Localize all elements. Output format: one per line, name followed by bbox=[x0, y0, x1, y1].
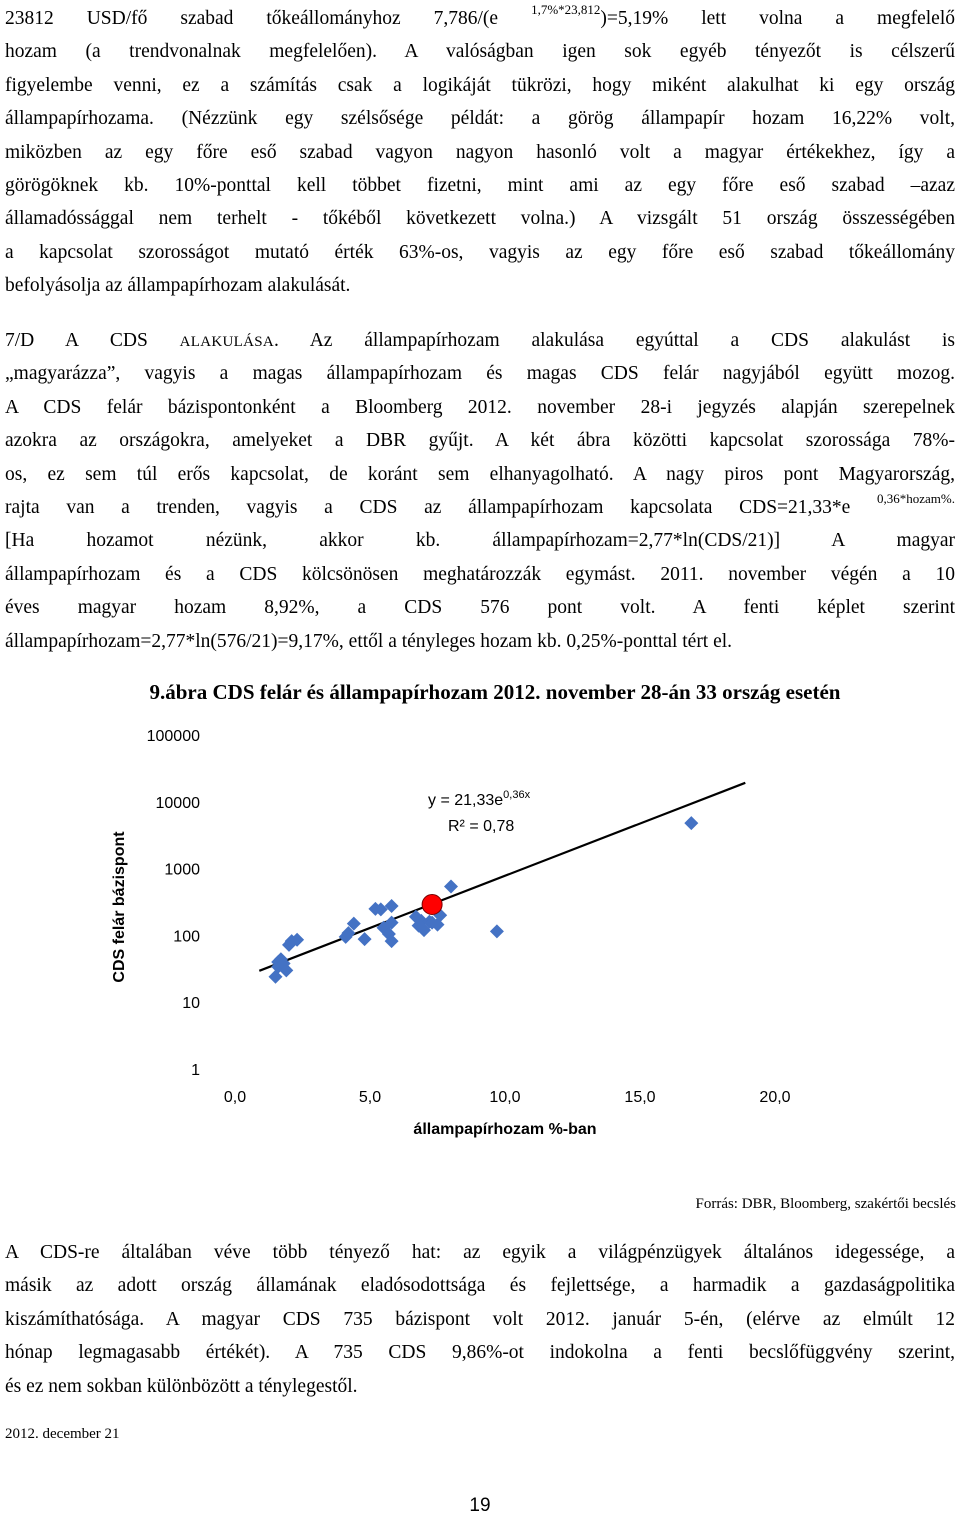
data-point bbox=[346, 916, 361, 931]
x-tick-label: 15,0 bbox=[624, 1089, 655, 1106]
section-heading-line: 7/D A CDS ALAKULÁSA. Az állampapírhozam … bbox=[5, 330, 955, 351]
data-point bbox=[408, 909, 423, 924]
data-point bbox=[290, 932, 305, 947]
section-heading: 7/D A CDS bbox=[5, 330, 180, 351]
y-tick-label: 100 bbox=[173, 928, 200, 945]
text-line: miközben az egy főre eső szabad vagyon n… bbox=[5, 141, 955, 163]
data-point bbox=[430, 917, 445, 932]
page-number: 19 bbox=[469, 1495, 491, 1516]
data-point bbox=[425, 915, 440, 930]
x-tick-label: 5,0 bbox=[359, 1089, 381, 1106]
text-line: a kapcsolat szorosságot mutató érték 63%… bbox=[5, 241, 955, 263]
highlight-point-hungary bbox=[421, 894, 443, 916]
date-footer: 2012. december 21 bbox=[5, 1426, 120, 1442]
text-line: kiszámíthatósága. A magyar CDS 735 bázis… bbox=[5, 1308, 955, 1330]
data-point bbox=[341, 926, 356, 941]
data-point bbox=[384, 915, 399, 930]
text-line: államadóssággal nem terhelt - tőkéből kö… bbox=[5, 208, 955, 230]
figure-title: 9.ábra CDS felár és állampapírhozam 2012… bbox=[149, 680, 841, 704]
trendline bbox=[258, 781, 746, 972]
data-point bbox=[268, 969, 283, 984]
text-line: állampapírhozam és a CDS kölcsönösen meg… bbox=[5, 563, 955, 585]
r-squared-label: R² = 0,78 bbox=[448, 818, 514, 835]
data-point bbox=[357, 932, 372, 947]
text-line: rajta van a trenden, vagyis a CDS az áll… bbox=[5, 490, 955, 518]
data-point bbox=[279, 963, 294, 978]
paragraph-1: 23812 USD/fő szabad tőkeállományhoz 7,78… bbox=[5, 2, 955, 303]
text-line: azokra az országokra, amelyeket a DBR gy… bbox=[5, 430, 955, 452]
data-point bbox=[444, 879, 458, 894]
paragraph-2: 7/D A CDS ALAKULÁSA. Az állampapírhozam … bbox=[5, 324, 955, 658]
data-point bbox=[384, 899, 399, 914]
x-axis-label: állampapírhozam %-ban bbox=[413, 1121, 596, 1138]
y-tick-label: 100000 bbox=[147, 728, 200, 745]
trendline-equation: y = 21,33e0,36x bbox=[428, 789, 531, 809]
y-axis-label: CDS felár bázispont bbox=[111, 831, 128, 983]
text-line: hónap legmagasabb értékét). A 735 CDS 9,… bbox=[5, 1342, 955, 1364]
source-note: Forrás: DBR, Bloomberg, szakértői becslé… bbox=[695, 1196, 956, 1212]
text-line: os, ez sem túl erős kapcsolat, de koránt… bbox=[5, 463, 955, 485]
x-tick-label: 20,0 bbox=[759, 1089, 790, 1106]
y-tick-label: 1000 bbox=[164, 862, 200, 879]
paragraph-3: A CDS-re általában véve több tényező hat… bbox=[5, 1236, 955, 1403]
text-line: állampapírhozam=2,77*ln(576/21)=9,17%, e… bbox=[5, 630, 733, 652]
text-line: „magyarázza”, vagyis a magas állampapírh… bbox=[5, 363, 955, 385]
text-line: figyelembe venni, ez a számítás csak a l… bbox=[5, 74, 955, 96]
text-line: befolyásolja az állampapírhozam alakulás… bbox=[5, 275, 351, 297]
y-tick-label: 10000 bbox=[156, 795, 201, 812]
text-line: 23812 USD/fő szabad tőkeállományhoz 7,78… bbox=[5, 2, 955, 29]
y-tick-label: 10 bbox=[182, 995, 200, 1012]
text-line: másik az adott ország államának eladósod… bbox=[5, 1275, 955, 1297]
text-line: és ez nem sokban különbözött a tényleges… bbox=[5, 1375, 358, 1397]
text-line: görögöknek kb. 10%-ponttal kell többet f… bbox=[5, 174, 955, 196]
scatter-chart: 1 10 100 1000 10000 100000 0,0 5,0 10,0 15,0 20,0… bbox=[111, 728, 791, 1138]
data-point bbox=[489, 924, 504, 939]
text-line: állampapírhozama. (Nézzünk egy szélsőség… bbox=[5, 108, 955, 130]
text-line: A CDS-re általában véve több tényező hat… bbox=[5, 1242, 955, 1263]
data-point bbox=[684, 816, 699, 831]
data-point bbox=[373, 902, 388, 917]
data-point bbox=[384, 934, 399, 949]
text-line: éves magyar hozam 8,92%, a CDS 576 pont … bbox=[5, 597, 955, 619]
text-line: A CDS felár bázispontonként a Bloomberg … bbox=[5, 396, 955, 418]
x-tick-label: 10,0 bbox=[489, 1089, 520, 1106]
y-tick-label: 1 bbox=[191, 1062, 200, 1079]
text-line: hozam (a trendvonalnak megfelelően). A v… bbox=[5, 41, 955, 63]
x-tick-label: 0,0 bbox=[224, 1089, 246, 1106]
text-line: [Ha hozamot nézünk, akkor kb. állampapír… bbox=[5, 530, 955, 552]
